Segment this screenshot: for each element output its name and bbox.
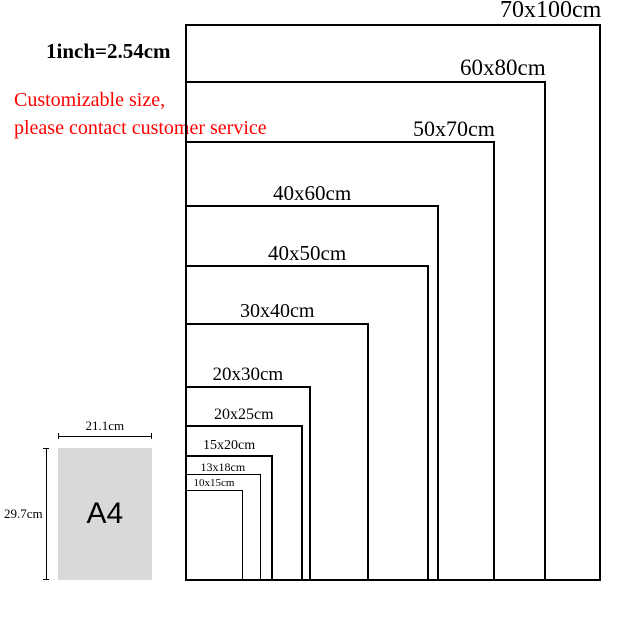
- conversion-note: 1inch=2.54cm: [46, 39, 171, 64]
- a4-height-tick-bottom: [43, 579, 49, 580]
- a4-width-label: 21.1cm: [86, 418, 125, 434]
- size-label-40-50cm: 40x50cm: [268, 241, 346, 266]
- size-label-15-20cm: 15x20cm: [203, 438, 255, 454]
- size-rect-10-15cm: [185, 490, 243, 581]
- size-label-30-40cm: 30x40cm: [240, 300, 314, 323]
- a4-width-dim-line: [58, 436, 152, 437]
- a4-label: A4: [87, 497, 124, 531]
- size-label-20-25cm: 20x25cm: [214, 406, 274, 424]
- size-label-20-30cm: 20x30cm: [213, 364, 284, 386]
- size-label-40-60cm: 40x60cm: [273, 181, 351, 206]
- size-chart-diagram: 1inch=2.54cmCustomizable size,please con…: [0, 0, 640, 620]
- a4-height-label: 29.7cm: [4, 506, 43, 522]
- size-label-10-15cm: 10x15cm: [194, 477, 235, 489]
- size-label-70-100cm: 70x100cm: [500, 0, 601, 24]
- a4-width-tick-left: [58, 433, 59, 439]
- size-label-60-80cm: 60x80cm: [460, 55, 546, 81]
- a4-height-tick-top: [43, 448, 49, 449]
- a4-width-tick-right: [151, 433, 152, 439]
- a4-height-dim-line: [46, 448, 47, 580]
- size-label-50-70cm: 50x70cm: [413, 116, 495, 142]
- size-label-13-18cm: 13x18cm: [201, 460, 246, 475]
